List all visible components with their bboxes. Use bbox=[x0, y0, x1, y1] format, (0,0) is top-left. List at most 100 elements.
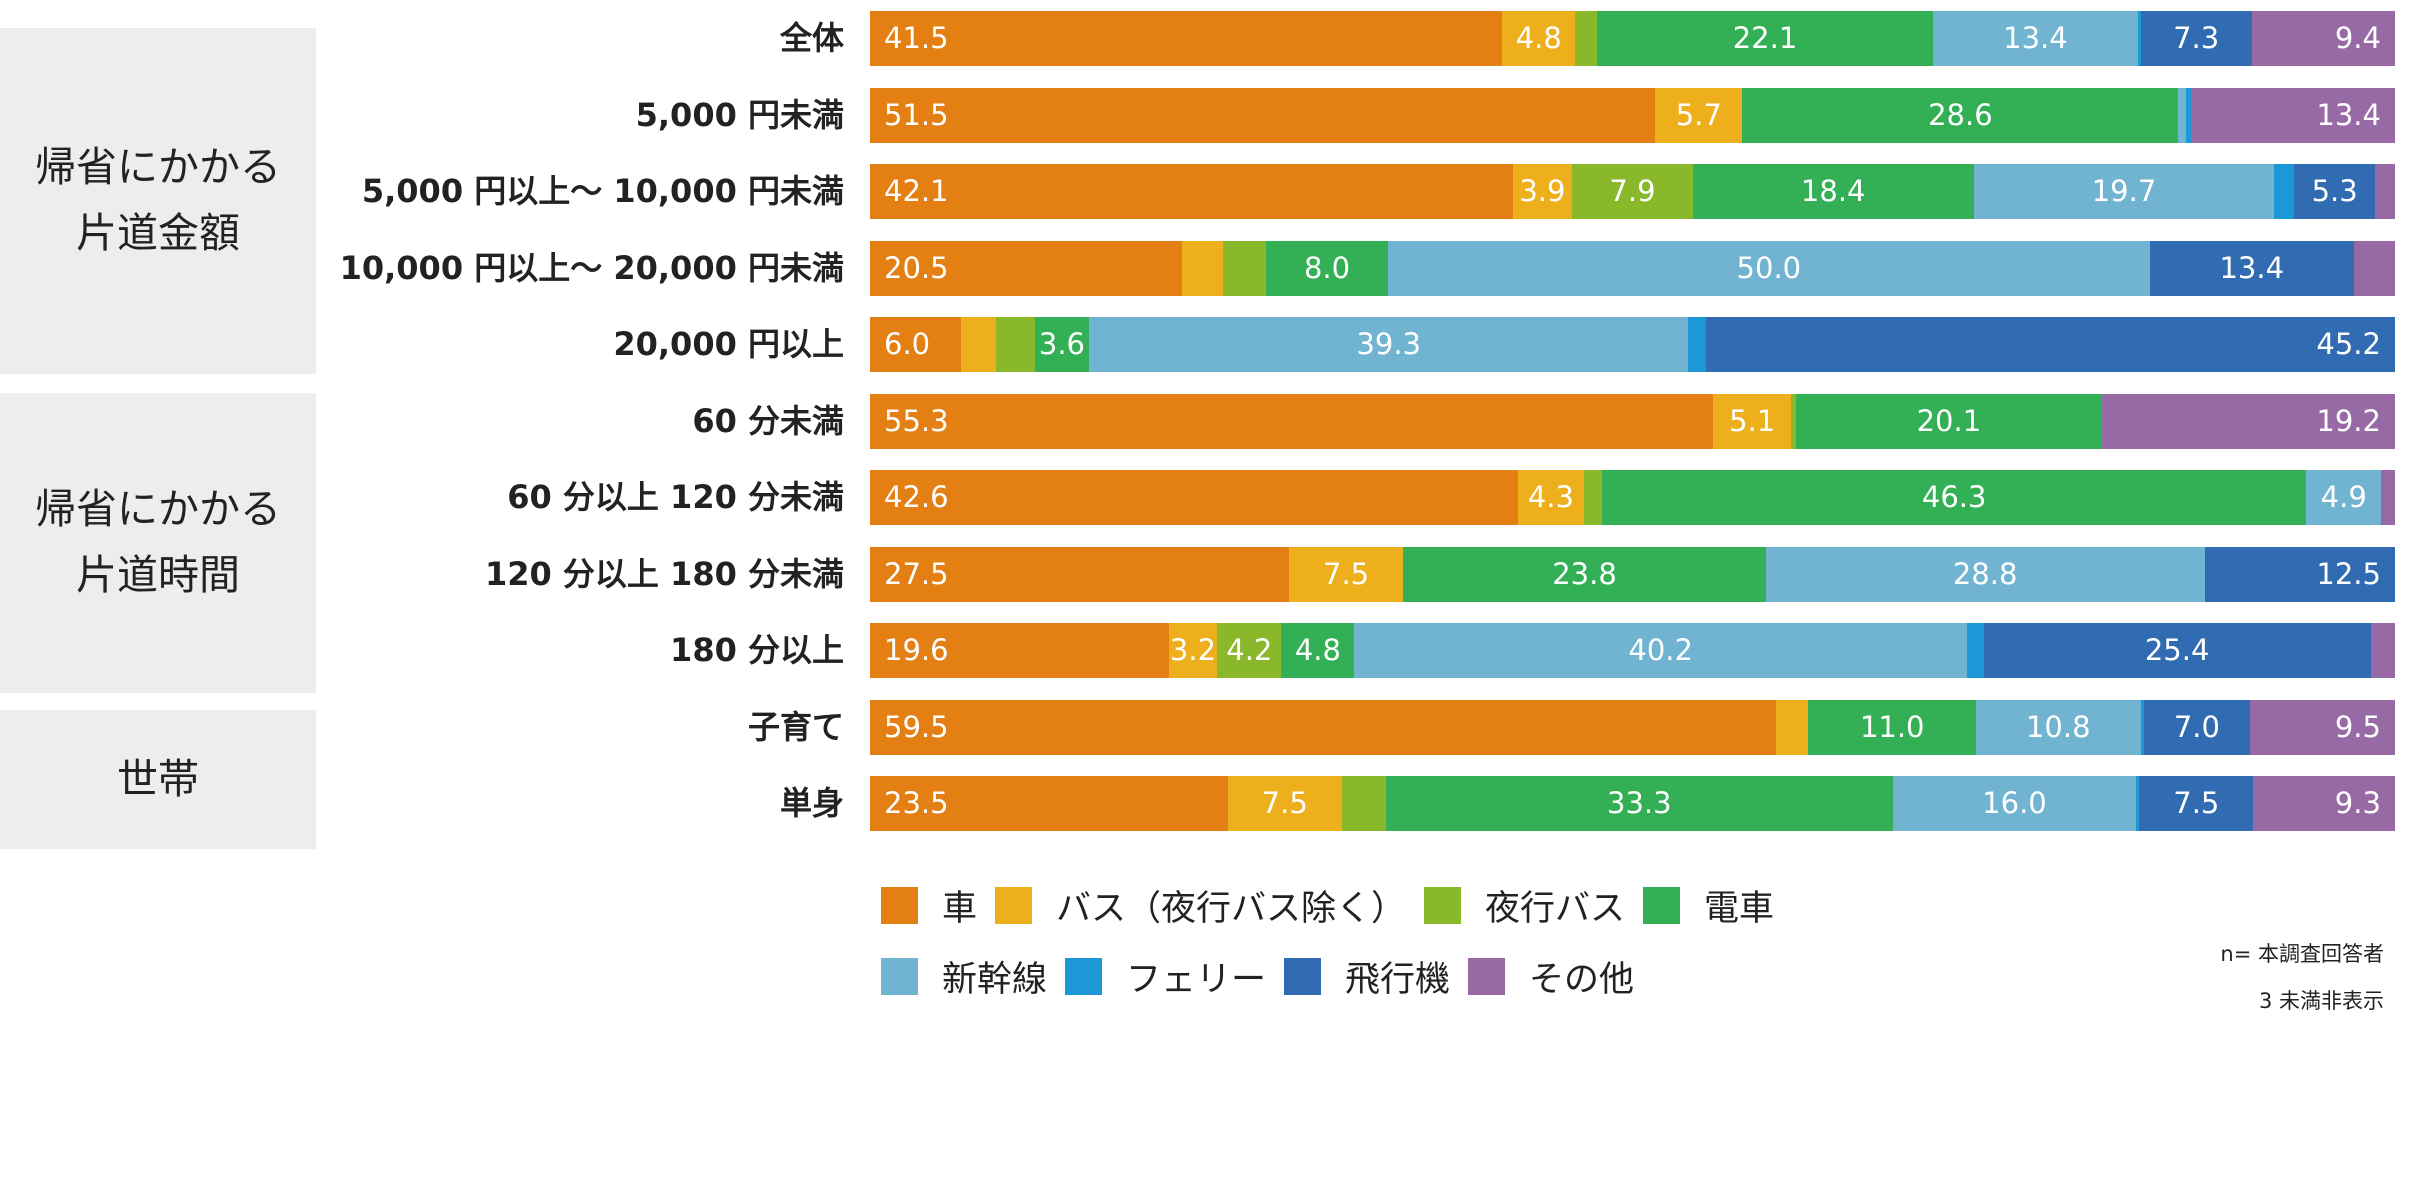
sample-note: n= 本調査回答者 bbox=[2220, 942, 2384, 966]
bar-segment: 19.2 bbox=[2102, 393, 2395, 449]
bar-segment: 18.4 bbox=[1692, 164, 1974, 219]
legend-row: 車 バス（夜行バス除く） 夜行バス 電車 bbox=[881, 880, 1792, 930]
bar-segment bbox=[1341, 776, 1386, 831]
bar-segment bbox=[2178, 87, 2187, 143]
legend-item: フェリー bbox=[1065, 951, 1266, 1002]
data-label: 7.0 bbox=[2173, 709, 2220, 744]
data-label: 20.1 bbox=[1916, 403, 1982, 438]
data-label: 46.3 bbox=[1921, 480, 1987, 514]
data-label: 7.5 bbox=[2173, 786, 2220, 820]
bar-segment bbox=[1776, 699, 1809, 755]
bar-row: 20.5 8.0 50.0 13.4 bbox=[870, 240, 2395, 296]
bar-segment: 7.5 bbox=[2139, 776, 2254, 831]
data-label: 9.4 bbox=[2334, 21, 2381, 55]
legend-item: 車 bbox=[881, 880, 977, 931]
bar-segment: 13.4 bbox=[1933, 11, 2138, 66]
data-label: 16.0 bbox=[1982, 786, 2047, 820]
data-label: 45.2 bbox=[2316, 327, 2381, 361]
bar-segment bbox=[2370, 623, 2395, 678]
data-label: 5.7 bbox=[1675, 97, 1722, 132]
bar-segment: 6.0 bbox=[870, 317, 962, 372]
bar-segment bbox=[1182, 240, 1224, 296]
bar-row: 27.5 7.5 23.8 28.8 12.5 bbox=[870, 546, 2395, 602]
bar-segment: 33.3 bbox=[1385, 776, 1893, 831]
data-label: 28.6 bbox=[1928, 97, 1993, 132]
bar-segment: 55.3 bbox=[870, 393, 1714, 449]
bar-segment: 59.5 bbox=[870, 699, 1777, 755]
bar-segment: 45.2 bbox=[1706, 317, 2395, 372]
row-label: 60 分以上 120 分未満 bbox=[507, 478, 844, 516]
data-label: 5.3 bbox=[2311, 174, 2358, 208]
legend-item: 夜行バス bbox=[1424, 880, 1625, 931]
legend-swatch bbox=[1468, 957, 1506, 995]
row-label: 5,000 円以上～ 10,000 円未満 bbox=[361, 172, 844, 210]
bar-segment: 50.0 bbox=[1387, 240, 2150, 296]
legend-label: 夜行バス bbox=[1485, 888, 1626, 929]
bar-segment: 8.0 bbox=[1266, 240, 1388, 296]
legend-item: 電車 bbox=[1643, 880, 1774, 931]
data-label: 7.3 bbox=[2173, 21, 2220, 55]
data-label: 4.9 bbox=[2320, 480, 2367, 514]
bar-row: 6.0 3.6 39.3 45.2 bbox=[870, 317, 2395, 372]
bar-segment: 4.8 bbox=[1502, 11, 1576, 66]
legend-swatch bbox=[1284, 957, 1322, 995]
bar-segment bbox=[1966, 623, 1984, 678]
bar-segment bbox=[1223, 240, 1267, 296]
bar-segment bbox=[2186, 87, 2191, 143]
bar-segment: 4.2 bbox=[1217, 623, 1282, 678]
bar-row: 41.5 4.8 22.1 13.4 7.3 9.4 bbox=[870, 11, 2395, 66]
data-label: 9.5 bbox=[2334, 709, 2381, 744]
bar-segment bbox=[2136, 776, 2140, 831]
legend-label: 飛行機 bbox=[1345, 959, 1451, 1000]
legend-label: バス（夜行バス除く） bbox=[1056, 888, 1407, 929]
legend: 車 バス（夜行バス除く） 夜行バス 電車 新幹線 フェリー 飛行機 その他 bbox=[881, 880, 1792, 1001]
bar-segment: 4.3 bbox=[1518, 470, 1584, 525]
data-label: 13.4 bbox=[2316, 97, 2381, 132]
legend-swatch bbox=[881, 957, 918, 995]
data-label: 3.9 bbox=[1519, 174, 1566, 208]
legend-label: フェリー bbox=[1126, 959, 1267, 1000]
data-label: 51.5 bbox=[884, 97, 949, 132]
legend-item: バス（夜行バス除く） bbox=[995, 880, 1406, 931]
data-label: 22.1 bbox=[1732, 21, 1798, 55]
bar-segment: 42.6 bbox=[870, 470, 1519, 525]
legend-row: 新幹線 フェリー 飛行機 その他 bbox=[881, 951, 1792, 1001]
bar-segment bbox=[961, 317, 997, 372]
data-label: 18.4 bbox=[1800, 174, 1866, 208]
data-label: 19.2 bbox=[2316, 403, 2381, 438]
bar-row: 51.5 5.7 28.6 13.4 bbox=[870, 87, 2395, 143]
bar-segment: 51.5 bbox=[870, 87, 1656, 143]
bar-segment: 25.4 bbox=[1983, 623, 2371, 678]
data-label: 9.3 bbox=[2334, 786, 2381, 820]
bar-segment: 5.3 bbox=[2294, 164, 2376, 219]
data-label: 7.5 bbox=[1261, 786, 1308, 820]
bar-segment: 10.8 bbox=[1976, 699, 2141, 755]
bar-segment: 41.5 bbox=[870, 11, 1503, 66]
bar-segment bbox=[2381, 470, 2395, 525]
bar-row: 42.1 3.9 7.9 18.4 19.7 5.3 bbox=[870, 164, 2395, 219]
bar-segment: 27.5 bbox=[870, 546, 1289, 602]
data-label: 11.0 bbox=[1859, 709, 1925, 744]
data-label: 42.6 bbox=[884, 480, 949, 514]
data-label: 13.4 bbox=[2003, 21, 2068, 55]
data-label: 41.5 bbox=[884, 21, 949, 55]
threshold-note: 3 未満非表示 bbox=[2258, 989, 2384, 1013]
data-label: 33.3 bbox=[1607, 786, 1672, 820]
bar-segment: 20.5 bbox=[870, 240, 1183, 296]
legend-label: 電車 bbox=[1704, 888, 1775, 929]
bar-row: 59.5 11.0 10.8 7.0 9.5 bbox=[870, 699, 2395, 755]
row-label: 全体 bbox=[779, 19, 844, 57]
bar-segment: 9.4 bbox=[2251, 11, 2395, 66]
group-label: 帰省にかかる 片道金額 bbox=[0, 28, 316, 374]
data-label: 7.5 bbox=[1323, 556, 1370, 591]
data-label: 19.7 bbox=[2091, 174, 2157, 208]
bar-segment bbox=[1575, 11, 1597, 66]
data-label: 7.9 bbox=[1609, 174, 1656, 208]
bar-segment bbox=[1688, 317, 1707, 372]
row-label: 5,000 円未満 bbox=[635, 95, 844, 134]
bar-segment bbox=[2137, 11, 2141, 66]
bar-segment: 5.1 bbox=[1713, 393, 1792, 449]
bar-segment: 11.0 bbox=[1808, 699, 1977, 755]
data-label: 55.3 bbox=[884, 403, 949, 438]
data-label: 10.8 bbox=[2025, 709, 2091, 744]
